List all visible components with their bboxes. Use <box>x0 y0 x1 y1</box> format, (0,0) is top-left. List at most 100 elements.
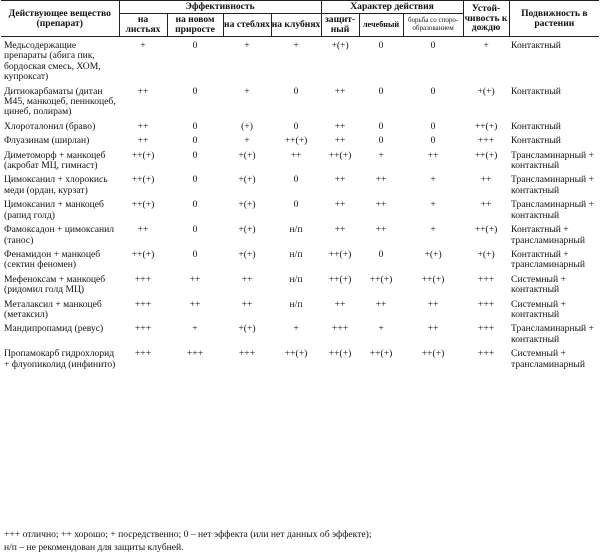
table-row: Флуазинам (ширлан) ++ 0 + ++(+) ++ 0 0 +++ Контак… <box>1 132 599 146</box>
substance-cell: Медьсодержащие препараты (абига пик, бор… <box>4 40 101 83</box>
curative-cell: ++(+) <box>369 348 393 360</box>
leaves-cell: ++(+) <box>131 248 155 260</box>
protective-cell: ++ <box>334 174 346 186</box>
tubers-cell: 0 <box>293 85 299 97</box>
protective-cell: ++ <box>334 85 346 97</box>
mobility-cell: Контактный + трансламинарный <box>511 248 585 271</box>
protective-cell: ++(+) <box>328 348 352 360</box>
substance-cell: Мандипропамид (ревус) <box>4 323 104 335</box>
curative-cell: 0 <box>378 40 384 51</box>
rain-cell: +++ <box>477 298 495 310</box>
table-row: Медьсодержащие препараты (абига пик, бор… <box>1 37 599 83</box>
stems-cell: + <box>244 40 250 51</box>
tubers-cell: 0 <box>293 199 299 211</box>
anti-spore-cell: ++(+) <box>421 348 445 360</box>
stems-header: на стеблях <box>222 13 271 37</box>
curative-cell: ++(+) <box>369 273 393 285</box>
fungicide-table: Действующее вещество (препарат) Эффектив… <box>1 0 600 374</box>
leaves-cell: + <box>140 40 146 51</box>
table-row: Фамоксадон + цимоксанил (танос) ++ 0 +(+) н/… <box>1 221 599 246</box>
curative-cell: ++ <box>375 199 387 211</box>
protective-cell: +(+) <box>331 40 349 51</box>
leaves-cell: +++ <box>134 323 152 335</box>
anti-spore-cell: ++ <box>427 323 439 335</box>
stems-cell: +(+) <box>238 248 256 260</box>
rain-cell: +++ <box>477 348 495 360</box>
action-header: Характер действия <box>320 0 464 14</box>
rain-cell: +++ <box>477 323 495 335</box>
tubers-cell: ++(+) <box>284 135 308 147</box>
tubers-cell: + <box>293 323 299 335</box>
stems-cell: +(+) <box>238 323 256 335</box>
tubers-cell: ++(+) <box>284 348 308 360</box>
curative-cell: + <box>378 149 384 161</box>
leaves-cell: ++(+) <box>131 174 155 186</box>
table-row: Диметоморф + манкоцеб (акробат МЦ, гимна… <box>1 147 599 172</box>
rain-cell: +(+) <box>477 248 495 260</box>
leaves-cell: +++ <box>134 348 152 360</box>
stems-cell: +++ <box>238 348 256 360</box>
leaves-cell: ++ <box>137 120 149 132</box>
curative-cell: 0 <box>378 135 384 147</box>
anti-spore-cell: ++ <box>427 149 439 161</box>
mobility-cell: Системный + трансламинарный <box>511 348 585 370</box>
anti-spore-cell: ++ <box>427 298 439 310</box>
rain-cell: ++ <box>480 174 492 186</box>
new-growth-cell: 0 <box>192 40 198 51</box>
rain-cell: ++(+) <box>474 149 498 161</box>
anti-spore-header: борьба со споро-образованием <box>402 13 464 37</box>
substance-cell: Мефеноксам + манкоцеб (ридомил голд МЦ) <box>4 273 106 296</box>
curative-cell: ++ <box>375 224 387 236</box>
table-row: Дитиокарбаматы (дитан М45, манкоцеб, пен… <box>1 83 599 118</box>
anti-spore-cell: 0 <box>430 120 436 132</box>
anti-spore-cell: 0 <box>430 85 436 97</box>
tubers-cell: + <box>293 40 299 51</box>
protective-cell: ++ <box>334 120 346 132</box>
rain-cell: ++ <box>480 199 492 211</box>
efficacy-header: Эффективность <box>118 0 322 14</box>
substance-cell: Дитиокарбаматы (дитан М45, манкоцеб, пен… <box>4 85 116 118</box>
anti-spore-cell: +(+) <box>424 248 442 260</box>
new-growth-cell: 0 <box>192 120 198 132</box>
new-growth-header: на новом приросте <box>166 13 223 37</box>
mobility-cell: Трансламинарный + контактный <box>511 323 594 345</box>
rain-cell: ++(+) <box>474 120 498 132</box>
curative-cell: 0 <box>378 85 384 97</box>
substance-cell: Флуазинам (ширлан) <box>4 135 90 147</box>
new-growth-cell: ++ <box>189 273 201 285</box>
stems-cell: +(+) <box>238 224 256 236</box>
stems-cell: +(+) <box>238 149 256 161</box>
footnotes: +++ отлично; ++ хорошо; + посредственно;… <box>4 528 372 554</box>
anti-spore-cell: 0 <box>430 40 436 51</box>
mobility-cell: Контактный + трансламинарный <box>511 224 585 246</box>
substance-cell: Пропамокарб гидрохлорид + флуопиколид (и… <box>4 348 116 370</box>
stems-cell: + <box>244 85 250 97</box>
curative-cell: ++ <box>375 298 387 310</box>
footnote-np: н/п – не рекомендован для защиты клубней… <box>4 542 184 553</box>
mobility-cell: Контактный <box>511 85 561 97</box>
table-row: Мандипропамид (ревус) +++ + +(+) + +++ + ++ +++ Т… <box>1 320 599 345</box>
curative-cell: + <box>378 323 384 335</box>
anti-spore-cell: 0 <box>430 135 436 147</box>
substance-cell: Фамоксадон + цимоксанил (танос) <box>4 224 115 246</box>
new-growth-cell: 0 <box>192 248 198 260</box>
tubers-cell: 0 <box>293 174 299 186</box>
tubers-cell: н/п <box>289 298 303 310</box>
mobility-cell: Трансламинарный + контактный <box>511 149 594 172</box>
rain-cell: + <box>483 40 489 51</box>
table-row: Пропамокарб гидрохлорид + флуопиколид (и… <box>1 345 599 374</box>
stems-cell: ++ <box>241 298 253 310</box>
protective-header: защит-ный <box>320 13 360 37</box>
leaves-cell: +++ <box>134 298 152 310</box>
new-growth-cell: + <box>192 323 198 335</box>
protective-cell: ++(+) <box>328 149 352 161</box>
protective-cell: ++(+) <box>328 248 352 260</box>
leaves-header: на листьях <box>118 13 167 37</box>
leaves-cell: ++ <box>137 135 149 147</box>
substance-cell: Металаксил + манкоцеб (метаксил) <box>4 298 102 320</box>
tubers-cell: н/п <box>289 273 303 285</box>
mobility-cell: Трансламинарный + контактный <box>511 174 594 196</box>
new-growth-cell: 0 <box>192 199 198 211</box>
rain-resistance-header: Устой-чивость к дождю <box>462 0 510 37</box>
